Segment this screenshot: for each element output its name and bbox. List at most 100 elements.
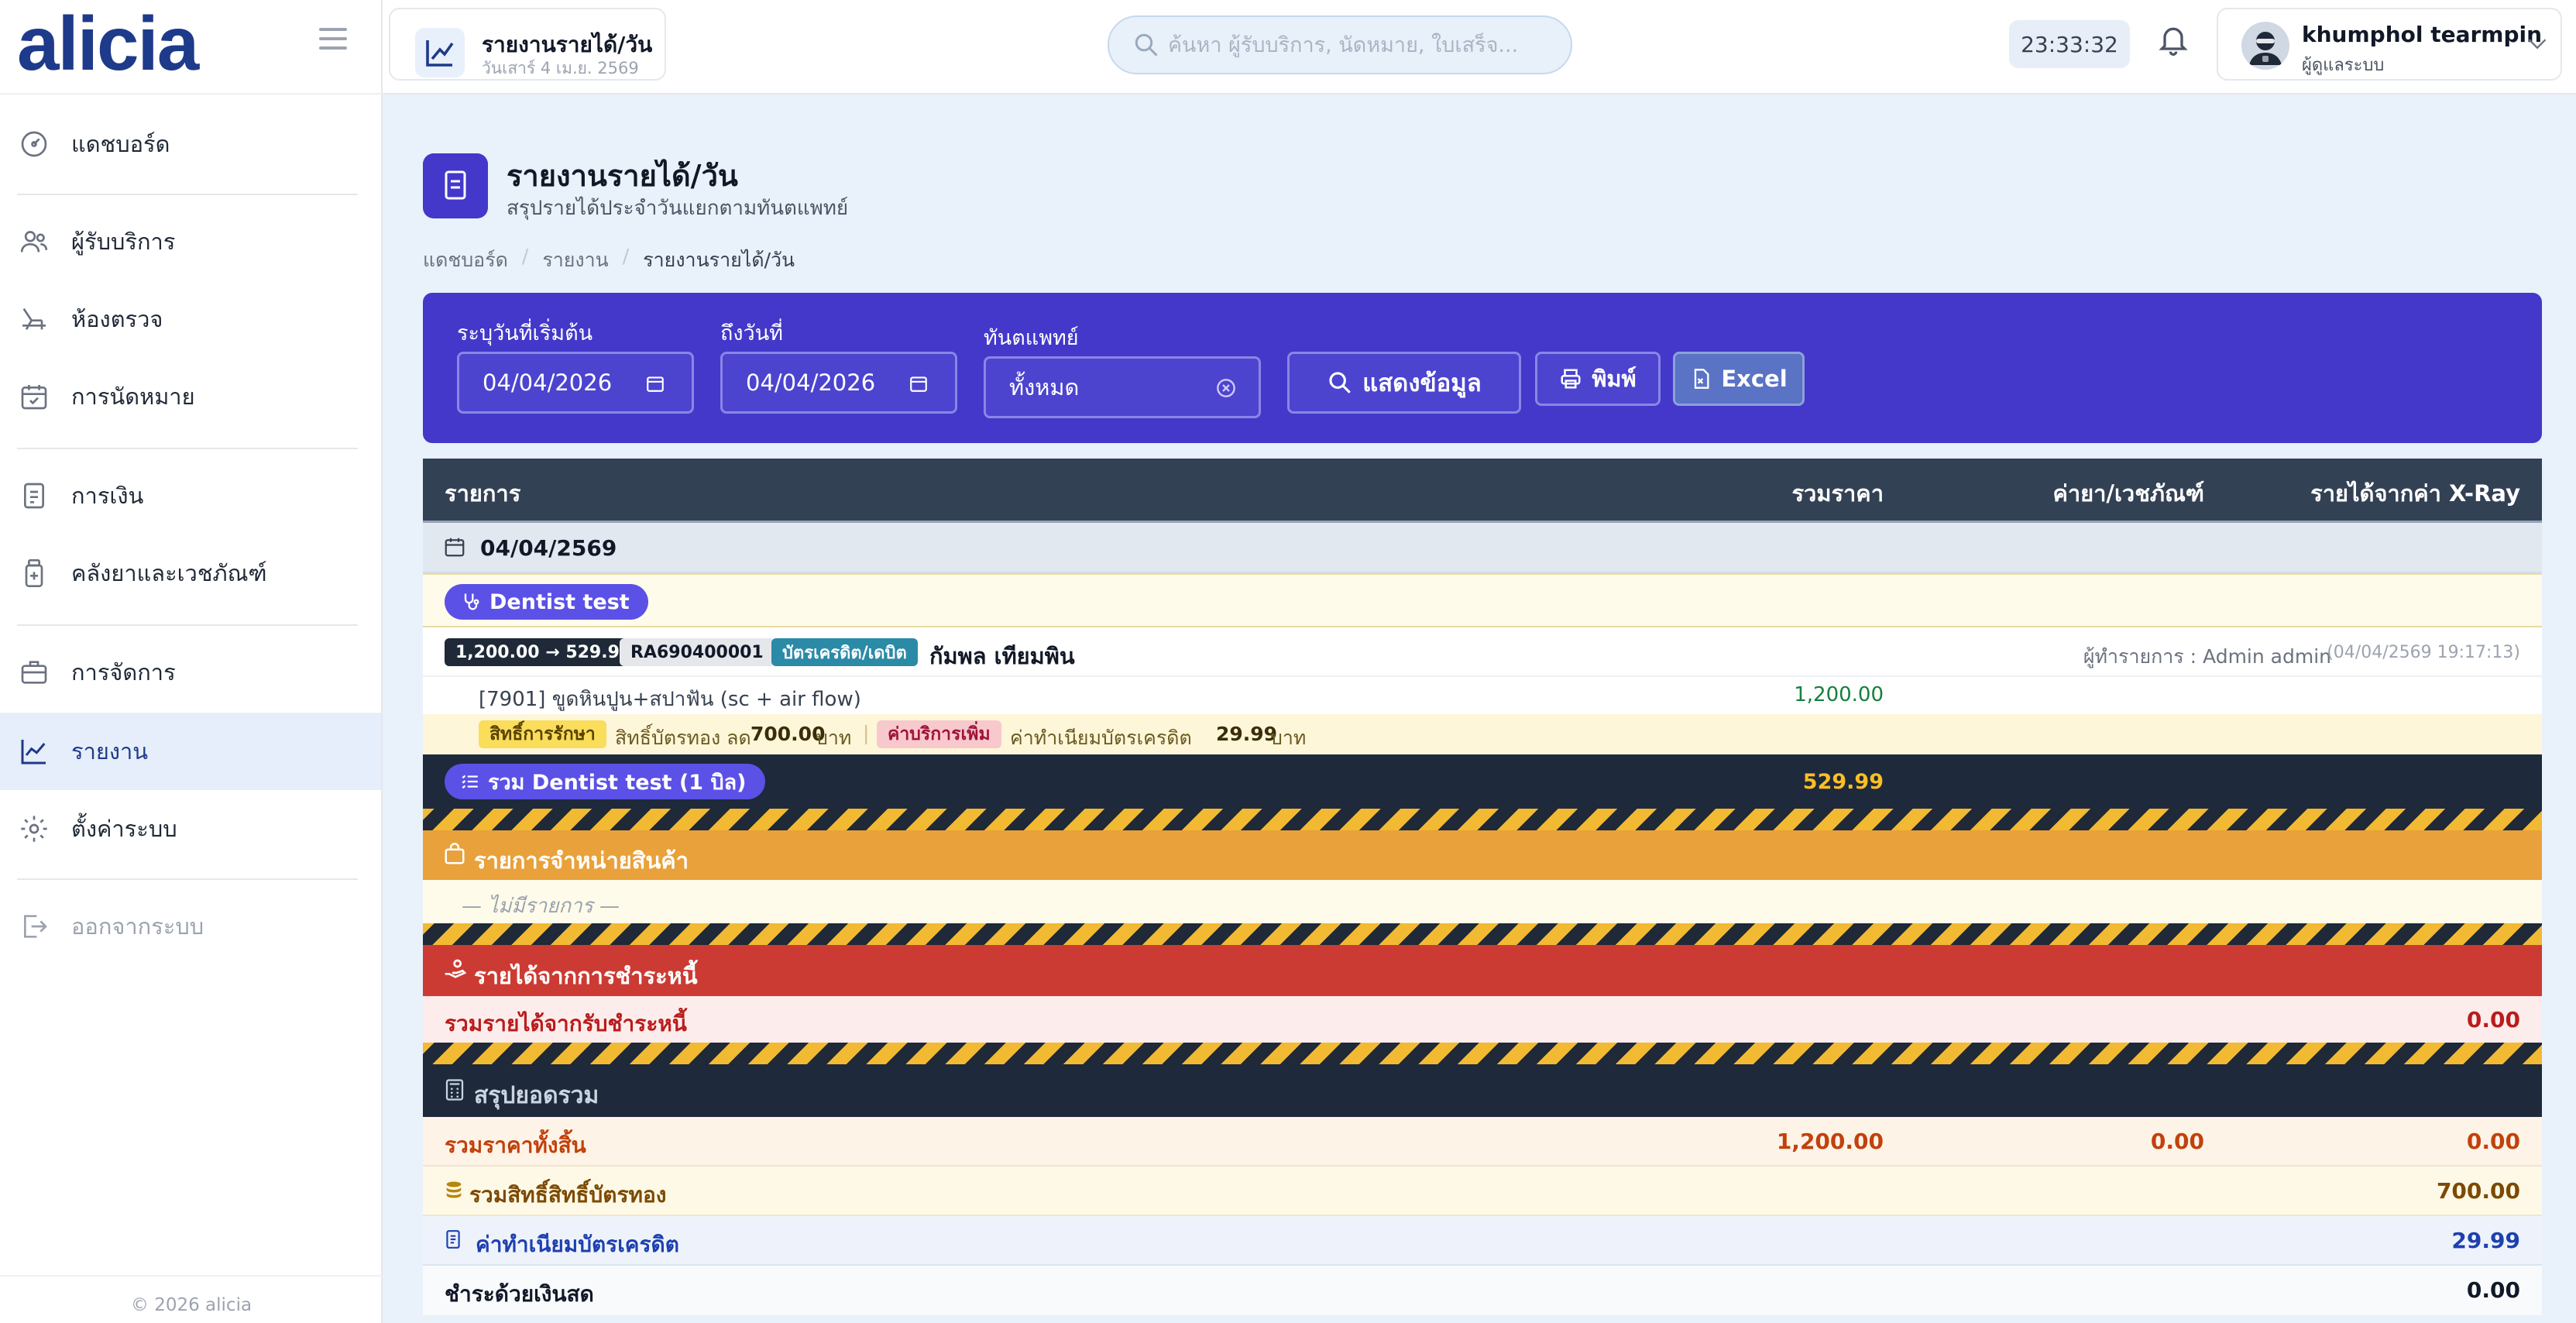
column-header-total: รวมราคา bbox=[1791, 480, 1884, 507]
end-date-input[interactable]: 04/04/2026 bbox=[720, 352, 957, 414]
start-date-value: 04/04/2026 bbox=[483, 369, 613, 396]
sidebar-item-exam-room[interactable]: ห้องตรวจ bbox=[0, 280, 381, 358]
hamburger-menu-icon[interactable] bbox=[319, 28, 347, 53]
divider bbox=[0, 93, 383, 94]
grand-total-label: รวมราคาทั้งสิ้น bbox=[445, 1132, 586, 1158]
date-group-label: 04/04/2569 bbox=[480, 535, 617, 561]
breadcrumb-link-dashboard[interactable]: แดชบอร์ด bbox=[423, 249, 508, 271]
avatar bbox=[2241, 22, 2289, 70]
dentist-badge: Dentist test bbox=[445, 584, 648, 620]
app-logo: alicia bbox=[17, 0, 199, 86]
sidebar-item-settings[interactable]: ตั้งค่าระบบ bbox=[0, 790, 381, 868]
sidebar-item-label: การจัดการ bbox=[71, 659, 176, 686]
column-header-xray: รายได้จากค่า X-Ray bbox=[2310, 480, 2520, 507]
medicine-bottle-icon bbox=[25, 559, 43, 587]
product-empty-row: — ไม่มีรายการ — bbox=[423, 880, 2542, 923]
payment-method-tag: บัตรเครดิต/เดบิต bbox=[771, 638, 918, 666]
breadcrumb-separator: / bbox=[622, 245, 630, 267]
sidebar-item-appointments[interactable]: การนัดหมาย bbox=[0, 358, 381, 435]
dentist-total-value: 529.99 bbox=[1802, 770, 1884, 794]
excel-label: Excel bbox=[1721, 366, 1788, 392]
sidebar-item-reports[interactable]: รายงาน bbox=[0, 713, 381, 790]
service-item-name: [7901] ขูดหินปูน+สปาฟัน (sc + air flow) bbox=[479, 688, 861, 711]
debt-total-label: รวมรายได้จากรับชำระหนี้ bbox=[445, 1011, 687, 1036]
gold-card-total-row: รวมสิทธิ์สิทธิ์บัตรทอง 700.00 bbox=[423, 1167, 2542, 1216]
excel-button[interactable]: Excel bbox=[1673, 352, 1805, 406]
end-date-label: ถึงวันที่ bbox=[720, 321, 783, 345]
debt-payment-section-header: รายได้จากการชำระหนี้ bbox=[423, 945, 2542, 996]
sidebar: alicia แดชบอร์ด ผู้รับบริการ ห้องตรวจ กา… bbox=[0, 0, 383, 1323]
clock-display: 23:33:32 bbox=[2009, 20, 2130, 68]
chart-line-icon bbox=[415, 28, 465, 77]
breadcrumb-separator: / bbox=[521, 245, 529, 267]
gear-icon bbox=[21, 816, 47, 842]
search-icon bbox=[1329, 372, 1352, 393]
sidebar-item-logout[interactable]: ออกจากระบบ bbox=[0, 888, 381, 965]
credit-card-fee-label: ค่าทำเนียมบัตรเครดิต bbox=[476, 1232, 679, 1257]
search-input[interactable] bbox=[1168, 28, 1555, 62]
section-divider-stripe bbox=[423, 923, 2542, 945]
debt-total-row: รวมรายได้จากรับชำระหนี้ 0.00 bbox=[423, 996, 2542, 1043]
dentist-select-value: ทั้งหมด bbox=[1009, 374, 1080, 400]
sidebar-item-dashboard[interactable]: แดชบอร์ด bbox=[0, 105, 381, 183]
breadcrumb: แดชบอร์ด / รายงาน / รายงานรายได้/วัน bbox=[423, 245, 795, 276]
file-excel-icon bbox=[1695, 369, 1709, 389]
bag-icon bbox=[445, 843, 465, 864]
hand-coin-icon bbox=[445, 959, 467, 978]
sidebar-item-label: คลังยาและเวชภัณฑ์ bbox=[71, 560, 267, 586]
dentist-group-row: Dentist test bbox=[423, 573, 2542, 627]
chevron-down-icon bbox=[2528, 39, 2547, 50]
clear-circle-icon[interactable] bbox=[1214, 376, 1238, 400]
sidebar-item-patients[interactable]: ผู้รับบริการ bbox=[0, 203, 381, 280]
grand-total-xray: 0.00 bbox=[2466, 1129, 2520, 1154]
sidebar-item-label: รายงาน bbox=[71, 738, 149, 765]
currency-unit: บาท bbox=[816, 727, 852, 749]
bell-icon[interactable] bbox=[2156, 22, 2190, 59]
receipt-number-tag: RA690400001 bbox=[620, 638, 775, 666]
cash-payment-label: ชำระด้วยเงินสด bbox=[445, 1281, 594, 1307]
print-button[interactable]: พิมพ์ bbox=[1535, 352, 1661, 406]
table-header: รายการ รวมราคา ค่ายา/เวชภัณฑ์ รายได้จากค… bbox=[423, 459, 2542, 521]
dashboard-gauge-icon bbox=[21, 131, 47, 157]
extra-charge-text: ค่าทำเนียมบัตรเครดิต bbox=[1010, 727, 1192, 749]
patient-name: กัมพล เทียมพิน bbox=[929, 643, 1075, 669]
gold-card-total-value: 700.00 bbox=[2436, 1178, 2520, 1204]
amount-change-tag: 1,200.00 → 529.99 bbox=[445, 638, 643, 666]
coins-icon bbox=[446, 1181, 462, 1198]
column-header-item: รายการ bbox=[445, 480, 521, 507]
sidebar-item-management[interactable]: การจัดการ bbox=[0, 634, 381, 711]
dentist-total-label: รวม Dentist test (1 บิล) bbox=[488, 770, 747, 795]
filter-panel: ระบุวันที่เริ่มต้น 04/04/2026 ถึงวันที่ … bbox=[423, 293, 2542, 443]
treatment-right-tag: สิทธิ์การรักษา bbox=[479, 720, 606, 748]
show-data-button[interactable]: แสดงข้อมูล bbox=[1287, 352, 1521, 414]
treatment-right-amount: 700.00 bbox=[750, 723, 826, 745]
grand-total-row: รวมราคาทั้งสิ้น 1,200.00 0.00 0.00 bbox=[423, 1117, 2542, 1167]
debt-payment-title: รายได้จากการชำระหนี้ bbox=[474, 963, 698, 989]
dentist-label: ทันตแพทย์ bbox=[984, 326, 1079, 350]
service-item-row: [7901] ขูดหินปูน+สปาฟัน (sc + air flow) … bbox=[423, 677, 2542, 714]
extra-charge-tag: ค่าบริการเพิ่ม bbox=[877, 720, 1001, 748]
user-name: khumphol tearmpin bbox=[2302, 22, 2543, 47]
calendar-check-icon bbox=[21, 385, 47, 410]
sidebar-item-label: ตั้งค่าระบบ bbox=[71, 816, 177, 842]
receipt-icon bbox=[446, 1230, 460, 1249]
product-empty-text: — ไม่มีรายการ — bbox=[462, 895, 620, 918]
sidebar-item-finance[interactable]: การเงิน bbox=[0, 457, 381, 534]
treatment-right-text: สิทธิ์บัตรทอง ลด bbox=[615, 727, 751, 749]
global-search[interactable] bbox=[1108, 15, 1572, 74]
bill-row[interactable]: 1,200.00 → 529.99 RA690400001 บัตรเครดิต… bbox=[423, 627, 2542, 677]
grand-total-medicine: 0.00 bbox=[2150, 1129, 2204, 1154]
divider: | bbox=[863, 722, 870, 744]
logout-icon bbox=[24, 915, 47, 938]
user-menu[interactable]: khumphol tearmpin ผู้ดูแลระบบ bbox=[2217, 8, 2562, 81]
breadcrumb-link-reports[interactable]: รายงาน bbox=[542, 249, 609, 271]
dentist-select[interactable]: ทั้งหมด bbox=[984, 356, 1261, 418]
extra-charge-amount: 29.99 bbox=[1216, 723, 1278, 745]
start-date-input[interactable]: 04/04/2026 bbox=[457, 352, 694, 414]
section-divider-stripe bbox=[423, 809, 2542, 830]
cash-payment-value: 0.00 bbox=[2466, 1277, 2520, 1303]
list-icon bbox=[462, 775, 478, 789]
sidebar-item-pharmacy[interactable]: คลังยาและเวชภัณฑ์ bbox=[0, 534, 381, 612]
sidebar-item-label: ผู้รับบริการ bbox=[71, 229, 176, 255]
sidebar-item-label: ออกจากระบบ bbox=[71, 913, 204, 940]
